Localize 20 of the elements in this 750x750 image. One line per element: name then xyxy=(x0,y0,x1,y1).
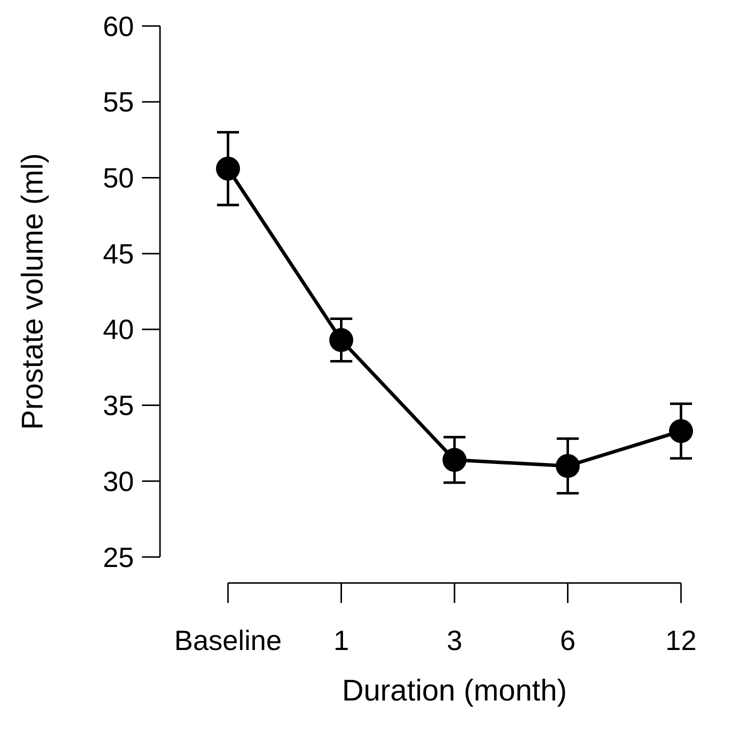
x-axis-title: Duration (month) xyxy=(342,674,568,708)
y-tick-label: 30 xyxy=(102,466,134,497)
point xyxy=(669,419,693,444)
y-tick-label: 50 xyxy=(102,162,134,194)
point xyxy=(329,328,354,352)
point xyxy=(442,448,466,472)
x-tick-label: 1 xyxy=(333,624,350,656)
y-tick-label: 40 xyxy=(102,314,134,346)
x-tick-label: 6 xyxy=(560,624,576,656)
y-tick-label: 60 xyxy=(102,10,134,42)
y-tick-label: 35 xyxy=(102,390,134,422)
point xyxy=(556,454,580,478)
y-tick-label: 55 xyxy=(102,86,134,118)
x-tick-label: 3 xyxy=(446,624,462,656)
point xyxy=(216,156,240,181)
y-tick-label: 45 xyxy=(102,238,134,270)
x-tick-label: Baseline xyxy=(174,624,282,656)
x-tick-label: 12 xyxy=(665,624,697,656)
y-axis-title: Prostate volume (ml) xyxy=(16,153,50,430)
y-tick-label: 25 xyxy=(102,542,134,573)
